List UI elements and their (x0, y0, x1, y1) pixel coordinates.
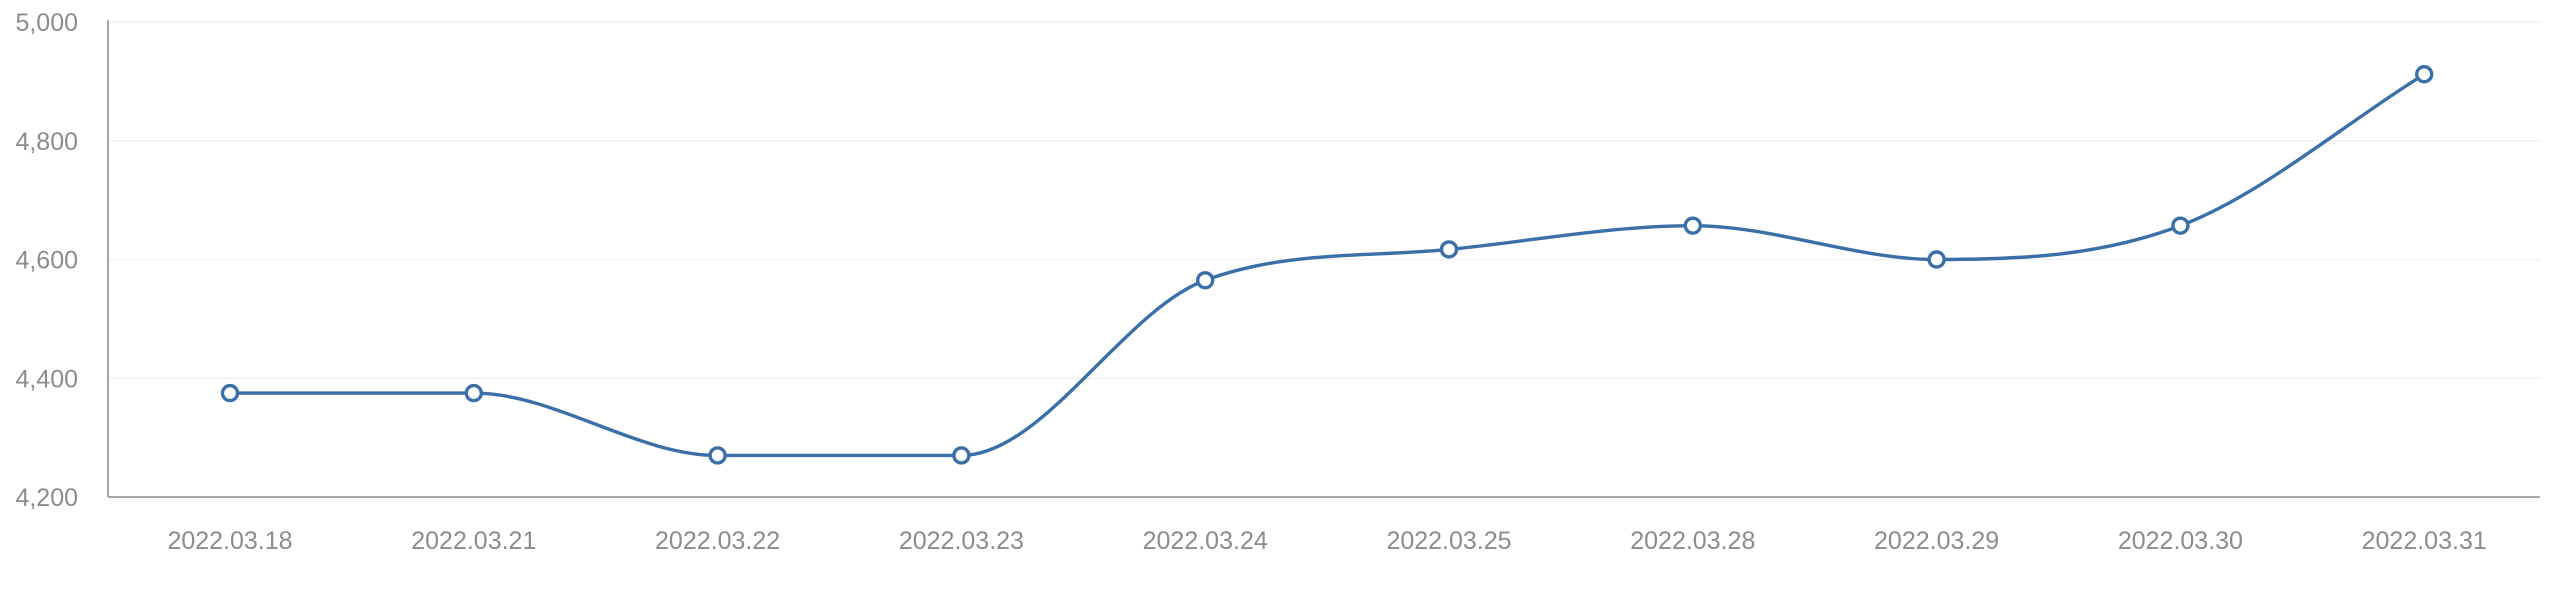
x-tick-label: 2022.03.28 (1630, 527, 1755, 555)
x-tick-label: 2022.03.23 (899, 527, 1024, 555)
series-line (230, 72, 2426, 458)
x-tick-label: 2022.03.24 (1143, 527, 1268, 555)
y-tick-label: 4,600 (15, 247, 78, 275)
data-point[interactable] (2171, 216, 2190, 235)
grid-layer (108, 21, 2540, 379)
x-tick-label: 2022.03.29 (1874, 527, 1999, 555)
data-point[interactable] (1195, 271, 1215, 290)
data-point[interactable] (220, 383, 240, 403)
data-point[interactable] (952, 446, 971, 465)
x-tick-label: 2022.03.22 (655, 527, 780, 555)
data-point[interactable] (708, 446, 727, 465)
data-point[interactable] (1683, 216, 1703, 235)
x-tick-label: 2022.03.21 (411, 527, 536, 555)
data-point[interactable] (2414, 65, 2434, 84)
data-point[interactable] (1439, 240, 1459, 259)
y-axis-tick-labels: 4,200 4,400 4,600 4,800 5,000 (15, 9, 78, 512)
x-tick-label: 2022.03.18 (167, 527, 292, 555)
y-tick-label: 5,000 (15, 9, 78, 37)
data-point[interactable] (1927, 250, 1946, 269)
point-layer (220, 65, 2434, 465)
series-layer (230, 72, 2426, 458)
x-tick-label: 2022.03.30 (2118, 527, 2243, 555)
x-axis-tick-labels: 2022.03.18 2022.03.21 2022.03.22 2022.03.23… (167, 527, 2486, 555)
data-point[interactable] (464, 383, 483, 403)
x-tick-label: 2022.03.25 (1386, 527, 1511, 555)
y-tick-label: 4,200 (15, 484, 78, 512)
y-tick-label: 4,400 (15, 365, 78, 393)
axis-layer (107, 20, 2540, 498)
y-tick-label: 4,800 (15, 128, 78, 156)
x-tick-label: 2022.03.31 (2362, 527, 2487, 555)
